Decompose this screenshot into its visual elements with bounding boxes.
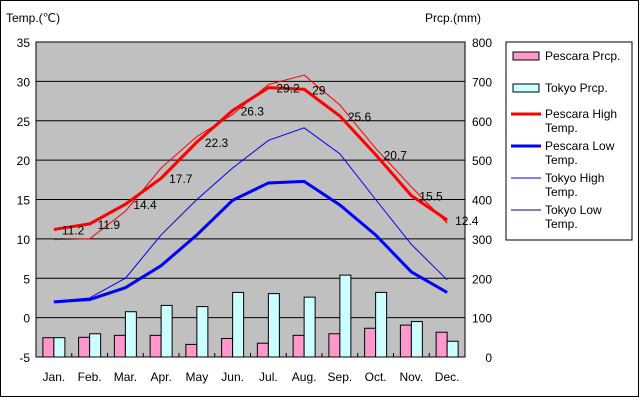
legend-label: Tokyo High [545,171,604,185]
y2-tick-label: 700 [472,75,492,89]
precip-bar [340,275,351,357]
y-tick-label: -5 [19,351,30,365]
y-tick-label: 5 [23,272,30,286]
precip-bar [233,292,244,357]
precip-bar [447,341,458,357]
precip-bar [329,334,340,357]
precip-bar [150,335,161,357]
precip-bar [436,332,447,357]
x-tick-label: Jan. [43,370,66,384]
precip-bar [400,325,411,357]
precip-bar [257,343,268,357]
y2-tick-label: 500 [472,154,492,168]
y-tick-label: 35 [17,36,31,50]
y-tick-label: 15 [17,194,31,208]
y-axis-label: Temp.(℃) [6,11,60,25]
precip-bar [161,305,172,357]
x-tick-label: Dec. [435,370,460,384]
legend-label: Pescara High [545,107,617,121]
x-tick-label: Mar. [114,370,137,384]
legend-label: Pescara Prcp. [545,49,620,63]
x-tick-label: Jun. [221,370,244,384]
precip-bar [222,338,233,357]
y-tick-label: 25 [17,115,31,129]
data-label: 11.9 [98,218,121,232]
y-tick-label: 0 [23,312,30,326]
y2-tick-label: 300 [472,233,492,247]
y-tick-label: 20 [17,154,31,168]
legend-swatch [513,84,539,92]
precip-bar [54,338,65,357]
legend-label: Temp. [545,153,578,167]
legend-label: Pescara Low [545,139,615,153]
x-tick-label: Feb. [78,370,102,384]
y2-tick-label: 600 [472,115,492,129]
precip-bar [197,307,208,357]
precip-bar [125,312,136,357]
data-label: 20.7 [384,149,408,163]
precip-bar [268,294,279,357]
data-label: 22.3 [205,136,229,150]
y-tick-label: 10 [17,233,31,247]
x-tick-label: May [186,370,209,384]
data-label: 11.2 [62,223,85,237]
legend-swatch [513,52,539,60]
precip-bar [365,328,376,357]
precip-bar [79,337,90,357]
y2-tick-label: 200 [472,272,492,286]
data-label: 25.6 [348,110,372,124]
precip-bar [304,297,315,357]
y2-tick-label: 0 [485,351,492,365]
precip-bar [43,338,54,357]
y2-tick-label: 800 [472,36,492,50]
x-tick-label: Oct. [365,370,387,384]
data-label: 15.5 [419,190,443,204]
data-label: 17.7 [169,172,193,186]
legend-label: Tokyo Low [545,203,602,217]
precip-bar [293,335,304,357]
precip-bar [186,344,197,357]
y2-axis-label: Prcp.(mm) [425,11,481,25]
x-tick-label: Aug. [292,370,317,384]
y-tick-label: 30 [17,75,31,89]
legend-label: Temp. [545,121,578,135]
precip-bar [376,292,387,357]
data-label: 29 [312,83,326,97]
data-label: 14.4 [133,198,157,212]
precip-bar [411,322,422,357]
data-label: 12.4 [455,214,479,228]
data-label: 29.2 [276,82,300,96]
x-tick-label: Nov. [399,370,423,384]
x-tick-label: Apr. [150,370,171,384]
data-label: 26.3 [241,105,265,119]
legend-label: Temp. [545,217,578,231]
precip-bar [90,334,101,357]
precip-bar [114,335,125,357]
x-tick-label: Jul. [259,370,278,384]
legend-label: Temp. [545,185,578,199]
y2-tick-label: 100 [472,312,492,326]
x-tick-label: Sep. [328,370,353,384]
y2-tick-label: 400 [472,194,492,208]
legend-label: Tokyo Prcp. [545,81,608,95]
